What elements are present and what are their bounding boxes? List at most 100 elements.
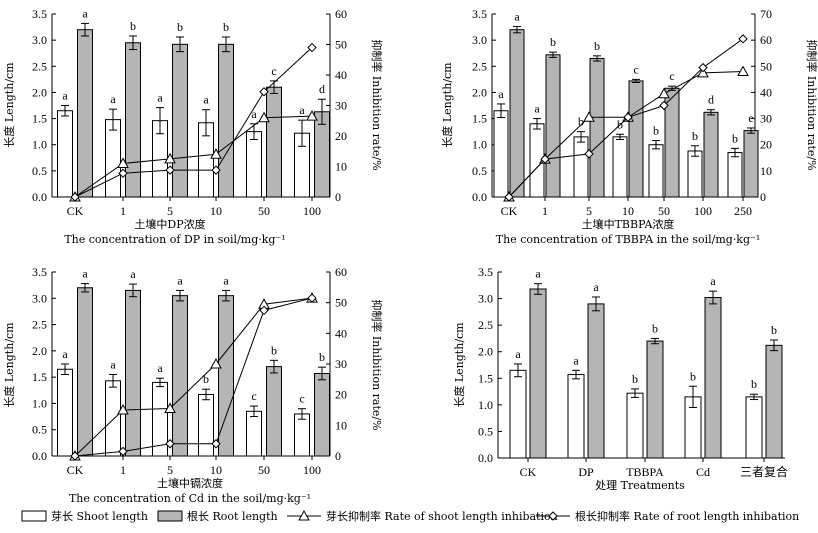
x-tick-label: 1	[120, 463, 126, 477]
y-tick-label: 1.5	[32, 370, 47, 384]
diamond-marker	[118, 168, 128, 178]
y-tick-label: 3.5	[32, 265, 47, 279]
y-tick-label: 3.0	[472, 33, 487, 47]
x-axis-label: 土壤中TBBPA浓度	[582, 217, 675, 231]
diamond-marker	[70, 192, 80, 202]
root-length-bar	[77, 287, 93, 457]
significance-letter: c	[669, 69, 674, 83]
shoot-length-bar	[105, 119, 121, 198]
x-tick-label: 5	[586, 204, 592, 218]
significance-letter: a	[62, 347, 68, 361]
gray-bar-icon	[157, 510, 183, 522]
x-axis-label-en: The concentration of DP in soil/mg·kg⁻¹	[64, 233, 285, 246]
y-tick-label: 0.5	[472, 164, 487, 178]
x-axis-label: 土壤中DP浓度	[134, 217, 205, 231]
y-tick-label: 2.5	[472, 59, 487, 73]
diamond-marker	[165, 439, 175, 449]
y-axis-label: 长度 Length/cm	[440, 62, 454, 148]
x-tick-label: 50	[258, 463, 270, 477]
shoot-length-bar	[567, 374, 585, 459]
y2-tick-label: 50	[760, 59, 772, 73]
root-length-bar	[77, 29, 93, 198]
diamond-marker	[307, 293, 317, 303]
significance-letter: b	[550, 35, 556, 49]
root-length-bar	[646, 340, 664, 459]
significance-letter: a	[203, 93, 209, 107]
diamond-marker	[307, 42, 317, 53]
significance-letter: e	[748, 111, 753, 125]
legend-label: 根长抑制率 Rate of root length inhibation	[575, 509, 799, 523]
diamond-marker	[165, 165, 175, 175]
y-tick-label: 1.5	[478, 371, 493, 385]
shoot-inhibition-line	[74, 115, 313, 198]
shoot-inhibition-line	[74, 297, 313, 457]
y-tick-label: 1.0	[32, 138, 47, 152]
y-tick-label: 1.0	[478, 398, 493, 412]
x-tick-label: 100	[303, 204, 321, 218]
root-inhibition-line	[74, 297, 313, 457]
root-length-bar	[218, 43, 234, 198]
diamond-marker	[698, 62, 708, 73]
shoot-length-bar	[509, 369, 527, 459]
y2-tick-label: 20	[335, 388, 347, 402]
x-tick-label: 10	[210, 204, 222, 218]
significance-letter: a	[515, 347, 521, 361]
significance-letter: c	[271, 64, 276, 78]
significance-letter: a	[498, 87, 504, 101]
y-tick-label: 1.0	[472, 138, 487, 152]
x-tick-label: 10	[210, 463, 222, 477]
shoot-length-bar	[57, 368, 73, 457]
y-tick-label: 1.5	[472, 112, 487, 126]
x-tick-label: 250	[734, 204, 752, 218]
y2-axis-label: 抑制率 Inhibition rate/%	[370, 299, 384, 430]
x-axis-label: 处理 Treatments	[595, 479, 685, 492]
shoot-length-bar	[573, 136, 589, 198]
shoot-length-bar	[294, 413, 310, 457]
y2-tick-label: 10	[760, 164, 772, 178]
significance-letter: a	[62, 89, 68, 103]
x-tick-label: DP	[578, 465, 594, 479]
significance-letter: b	[271, 343, 277, 357]
significance-letter: b	[751, 377, 757, 391]
root-length-bar	[509, 29, 525, 198]
y-tick-label: 3.5	[478, 265, 493, 279]
y-tick-label: 3.0	[32, 291, 47, 305]
triangle-marker	[306, 110, 318, 121]
root-length-bar	[266, 86, 282, 198]
x-tick-label: 5	[167, 204, 173, 218]
significance-letter: b	[690, 369, 696, 383]
significance-letter: d	[708, 93, 714, 107]
significance-letter: a	[593, 280, 599, 294]
root-length-bar	[628, 80, 644, 198]
y-tick-label: 1.0	[32, 396, 47, 410]
legend-label: 芽长 Shoot length	[51, 509, 148, 523]
y-tick-label: 0.5	[478, 424, 493, 438]
y-tick-label: 2.0	[32, 85, 47, 99]
y-tick-label: 2.0	[478, 345, 493, 359]
shoot-length-bar	[246, 131, 262, 198]
y-tick-label: 3.5	[32, 7, 47, 21]
x-tick-label: CK	[501, 204, 518, 218]
root-length-bar	[266, 366, 282, 457]
significance-letter: b	[177, 20, 183, 34]
y2-tick-label: 30	[760, 112, 772, 126]
significance-letter: a	[223, 273, 229, 287]
white-bar-icon	[21, 510, 47, 522]
significance-letter: c	[251, 389, 256, 403]
root-length-bar	[529, 288, 547, 459]
y-tick-label: 0.5	[32, 164, 47, 178]
triangle-marker	[658, 87, 670, 99]
x-tick-label: 100	[303, 463, 321, 477]
root-inhibition-line	[74, 47, 313, 198]
y2-tick-label: 50	[335, 38, 347, 52]
diamond-marker	[623, 112, 633, 122]
shoot-length-bar	[493, 110, 509, 198]
y-tick-label: 3.0	[32, 33, 47, 47]
diamond-line-icon	[548, 511, 558, 521]
significance-letter: b	[130, 19, 136, 33]
y2-tick-label: 60	[760, 33, 772, 47]
triangle-marker	[210, 357, 222, 369]
y2-tick-label: 40	[335, 68, 347, 82]
significance-letter: b	[203, 372, 209, 386]
y2-tick-label: 60	[335, 265, 347, 279]
